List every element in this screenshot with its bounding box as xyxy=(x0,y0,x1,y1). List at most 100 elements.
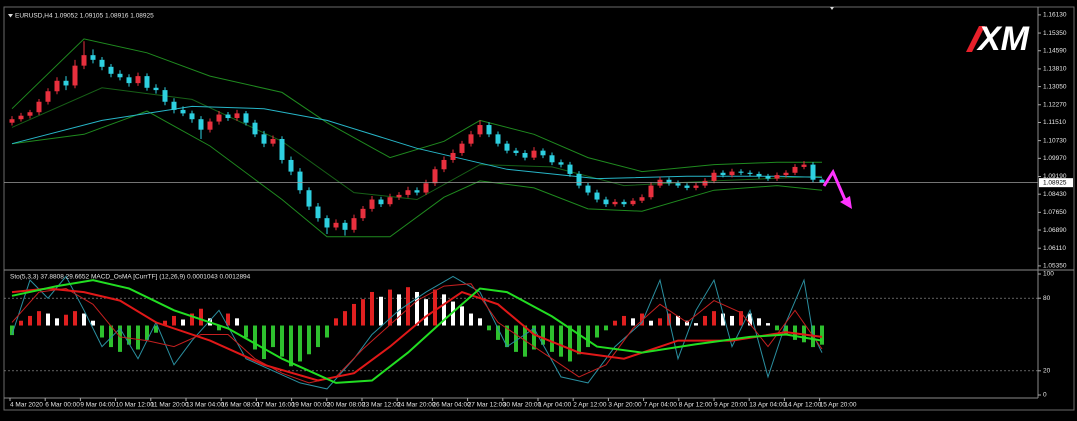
histogram-bar xyxy=(460,306,464,326)
y-tick-label: 1.15350 xyxy=(1043,30,1067,37)
y-tick-label: 1.06110 xyxy=(1043,245,1066,252)
indicator-line xyxy=(11,275,823,390)
histogram-bar xyxy=(10,325,14,336)
candle-body xyxy=(360,208,366,219)
histogram-bar xyxy=(127,325,131,345)
indicator-line xyxy=(11,283,823,384)
symbol-menu-icon[interactable] xyxy=(8,14,13,18)
candle-body xyxy=(18,115,24,120)
candle-body xyxy=(738,171,744,173)
histogram-bar xyxy=(658,318,662,326)
histogram-bar xyxy=(82,313,86,326)
candle-body xyxy=(135,76,141,84)
histogram-bar xyxy=(784,325,788,336)
histogram-bar xyxy=(604,325,608,331)
x-tick-label: 26 Mar 04:00 xyxy=(432,402,471,409)
histogram-bar xyxy=(154,325,158,333)
y-tick-label: 1.06890 xyxy=(1043,227,1067,234)
candle-body xyxy=(297,171,303,191)
candle-body xyxy=(117,73,123,78)
candle-body xyxy=(531,150,537,158)
candle-body xyxy=(477,125,483,135)
histogram-bar xyxy=(136,325,140,350)
candle-body xyxy=(774,175,780,179)
candle-body xyxy=(81,55,87,66)
histogram-bar xyxy=(424,299,428,326)
candle-body xyxy=(765,176,771,179)
candle-body xyxy=(153,87,159,91)
candle-body xyxy=(369,199,375,209)
candle-body xyxy=(207,121,213,130)
candle-body xyxy=(513,150,519,153)
indicator-line xyxy=(11,110,823,238)
candle-body xyxy=(171,101,177,110)
x-tick-label: 17 Mar 16:00 xyxy=(256,402,295,409)
candle-body xyxy=(333,222,339,228)
candle-body xyxy=(306,190,312,207)
candle-body xyxy=(162,90,168,102)
candle-body xyxy=(423,183,429,193)
indicator-line xyxy=(11,38,822,173)
candle-body xyxy=(468,134,474,144)
x-tick-label: 7 Apr 04:00 xyxy=(644,402,678,409)
histogram-bar xyxy=(271,325,275,348)
histogram-bar xyxy=(775,325,779,331)
candle-body xyxy=(63,80,69,86)
histogram-bar xyxy=(37,311,41,326)
histogram-bar xyxy=(415,291,419,326)
shift-marker xyxy=(830,7,834,10)
candle-body xyxy=(585,185,591,193)
candle-body xyxy=(216,114,222,122)
histogram-bar xyxy=(505,325,509,348)
histogram-bar xyxy=(757,318,761,326)
y-tick-label: 0 xyxy=(1043,392,1047,399)
histogram-bar xyxy=(19,320,23,326)
candle-body xyxy=(225,114,231,119)
candle-body xyxy=(252,122,258,135)
candle-body xyxy=(270,139,276,144)
logo-slash xyxy=(966,26,985,52)
candle-body xyxy=(288,159,294,172)
candle-body xyxy=(630,200,636,205)
signal-arrow xyxy=(822,168,852,209)
x-tick-label: 10 Mar 12:00 xyxy=(116,402,155,409)
histogram-bar xyxy=(100,325,104,338)
x-tick-label: 4 Mar 2020 xyxy=(10,402,43,409)
candle-body xyxy=(693,185,699,188)
histogram-bar xyxy=(685,320,689,326)
histogram-bar xyxy=(712,311,716,326)
y-tick-label: 1.13050 xyxy=(1043,83,1067,90)
candle-body xyxy=(729,171,735,176)
histogram-bar xyxy=(748,313,752,326)
x-tick-label: 1 Apr 04:00 xyxy=(538,402,572,409)
histogram-bar xyxy=(739,311,743,326)
candle-body xyxy=(495,134,501,144)
candle-body xyxy=(126,77,132,84)
x-tick-label: 3 Apr 20:00 xyxy=(608,402,642,409)
candle-body xyxy=(315,206,321,219)
histogram-bar xyxy=(676,315,680,326)
histogram-bar xyxy=(406,287,410,326)
histogram-bar xyxy=(586,325,590,348)
candle-body xyxy=(261,134,267,144)
x-tick-label: 13 Apr 04:00 xyxy=(749,402,786,409)
histogram-bar xyxy=(343,311,347,326)
x-tick-label: 13 Mar 04:00 xyxy=(186,402,225,409)
histogram-bar xyxy=(46,313,50,326)
candle-body xyxy=(675,183,681,186)
histogram-bar xyxy=(433,289,437,326)
y-tick-label: 80 xyxy=(1043,295,1051,302)
candle-body xyxy=(549,155,555,163)
candle-body xyxy=(234,113,240,119)
candle-body xyxy=(810,164,816,180)
x-tick-label: 20 Mar 08:00 xyxy=(327,402,366,409)
logo: XM xyxy=(976,20,1030,58)
histogram-bar xyxy=(91,320,95,326)
candle-body xyxy=(594,192,600,200)
histogram-bar xyxy=(631,318,635,326)
candle-body xyxy=(432,169,438,184)
candle-body xyxy=(819,179,825,183)
candle-body xyxy=(90,55,96,60)
candle-body xyxy=(756,173,762,177)
